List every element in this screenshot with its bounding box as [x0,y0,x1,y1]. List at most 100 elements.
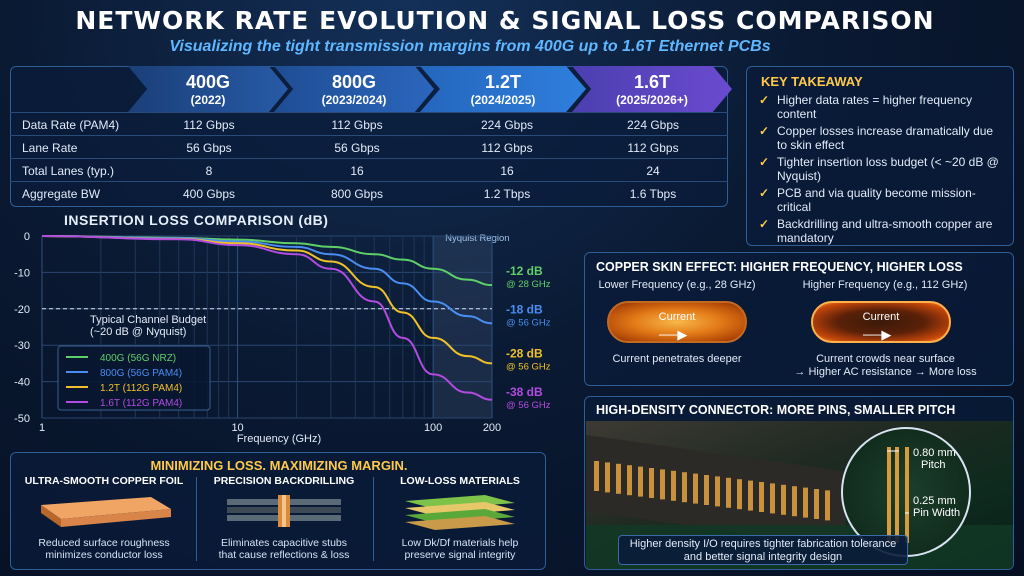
table-cell: 1.6 Tbps [629,187,677,201]
low-loss-materials-column: LOW-LOSS MATERIALS Low Dk/Df materials h… [375,475,545,561]
description-line: minimizes conductor loss [45,549,163,561]
chart-legend: 400G (56G NRZ) 800G (56G PAM4) 1.2T (112G … [57,345,211,411]
table-cell: 400 Gbps [182,187,236,201]
connector-pin [616,463,621,494]
column-description: Reduced surface roughness minimizes cond… [19,537,189,561]
connector-pin [693,473,698,504]
connector-caption-line: and better signal integrity design [683,551,843,563]
series-line [41,235,493,401]
connector-pin [803,487,808,518]
table-cell: 224 Gbps [480,118,534,132]
x-tick-label: 10 [231,422,243,434]
wire-high-frequency: Current ──▶ [811,301,951,343]
high-frequency-label: Higher Frequency (e.g., 112 GHz) [802,279,968,291]
takeaway-text: Backdrilling and ultra-smooth copper are… [777,217,993,245]
check-icon: ✓ [759,124,770,138]
generation-years: (2023/2024) [321,93,387,107]
end-sub-label: @ 56 GHz [506,361,551,372]
copper-foil-column: ULTRA-SMOOTH COPPER FOIL Reduced surface… [19,475,189,561]
description-line: Eliminates capacitive stubs [220,537,348,549]
legend-label: 400G (56G NRZ) [100,353,176,364]
connector-pin [671,470,676,501]
end-value-label: -12 dB [506,264,543,278]
column-heading: LOW-LOSS MATERIALS [400,475,520,487]
connector-pin [605,462,610,493]
table-cell: 112 Gbps [183,118,235,132]
arrow-right-icon: ──▶ [863,327,892,342]
table-cell: 16 [500,164,514,178]
row-label: Lane Rate [22,141,78,155]
page-subtitle: Visualizing the tight transmission margi… [169,38,771,55]
x-tick-label: 1 [39,422,45,434]
column-heading: PRECISION BACKDRILLING [213,475,355,487]
table-cell: 24 [646,164,660,178]
takeaway-text: Tighter insertion loss budget (< ~20 dB … [777,155,999,183]
connector-pin [704,475,709,505]
legend-label: 1.2T (112G PAM4) [100,383,182,394]
end-labels: -12 dB@ 28 GHz-18 dB@ 56 GHz-28 dB@ 56 G… [506,264,551,411]
low-frequency-caption: Current penetrates deeper [612,353,742,365]
connector-pin [638,466,643,497]
connector-pin [770,483,775,514]
takeaway-item: ✓ Tighter insertion loss budget (< ~20 dB… [759,155,1009,183]
connector-pin [792,486,797,517]
description-line: Low Dk/Df materials help [401,537,519,549]
takeaway-item: ✓ Copper losses increase dramatically due… [759,124,1009,152]
table-cell: 56 Gbps [334,141,380,155]
current-label: Current [658,311,696,323]
generation-years: (2024/2025) [470,93,536,107]
x-axis-label: Frequency (GHz) [237,433,321,445]
legend-label: 800G (56G PAM4) [100,368,182,379]
column-description: Low Dk/Df materials help preserve signal… [375,537,545,561]
x-tick-label: 100 [424,422,442,434]
row-label: Total Lanes (typ.) [22,164,115,178]
row-label: Data Rate (PAM4) [22,118,120,132]
connector-pin [649,468,654,498]
row-label: Aggregate BW [22,187,101,201]
nyquist-region-label: Nyquist Region [445,233,509,244]
y-tick-label: 0 [24,231,30,243]
end-value-label: -18 dB [506,302,543,316]
table-cell: 112 Gbps [627,141,679,155]
takeaway-text: PCB and via quality become mission-criti… [777,186,976,214]
pitch-label: Pitch [921,459,946,471]
backdrill-icon [227,495,341,527]
generation-name: 800G [331,72,377,92]
table-cell: 8 [205,164,213,178]
high-frequency-caption: → Higher AC resistance → More loss [794,366,977,378]
generation-name: 400G [185,72,231,92]
page-title: NETWORK RATE EVOLUTION & SIGNAL LOSS COM… [75,6,935,35]
table-row: Aggregate BW 400 Gbps 800 Gbps 1.2 Tbps … [10,181,728,204]
connector-caption: Higher density I/O requires tighter fabr… [618,535,908,565]
takeaway-item: ✓ Higher data rates = higher frequency co… [759,93,1009,121]
table-cell: 1.2 Tbps [483,187,531,201]
chart-series [41,235,493,401]
backdrilling-column: PRECISION BACKDRILLING Eliminates capaci… [199,475,369,561]
description-line: that cause reflections & loss [218,549,350,561]
end-sub-label: @ 28 GHz [506,279,551,290]
description-line: Reduced surface roughness [38,537,170,549]
pin-detail [887,447,909,543]
key-takeaway-panel: KEY TAKEAWAY ✓ Higher data rates = higher… [746,66,1014,246]
connector-caption-line: Higher density I/O requires tighter fabr… [629,538,897,550]
connector-pin [594,461,599,491]
generation-name: 1.6T [633,72,671,92]
description-line: preserve signal integrity [404,549,516,561]
check-icon: ✓ [759,186,770,200]
key-takeaway-title: KEY TAKEAWAY [761,74,863,89]
high-frequency-caption: Current crowds near surface [816,353,955,365]
generation-name: 1.2T [484,72,522,92]
current-label: Current [862,311,900,323]
pitch-value: 0.80 mm [913,447,956,459]
column-description: Eliminates capacitive stubs that cause r… [199,537,369,561]
connector-panel: HIGH-DENSITY CONNECTOR: MORE PINS, SMALL… [584,396,1014,570]
connector-pin [627,465,632,496]
generation-years: (2025/2026+) [616,93,688,107]
check-icon: ✓ [759,155,770,169]
pin-width-value: 0.25 mm [913,495,956,507]
y-tick-label: -10 [14,267,30,279]
connector-pin [660,469,665,500]
connector-pin [759,482,764,512]
table-cell: 56 Gbps [186,141,232,155]
x-tick-label: 200 [483,422,501,434]
